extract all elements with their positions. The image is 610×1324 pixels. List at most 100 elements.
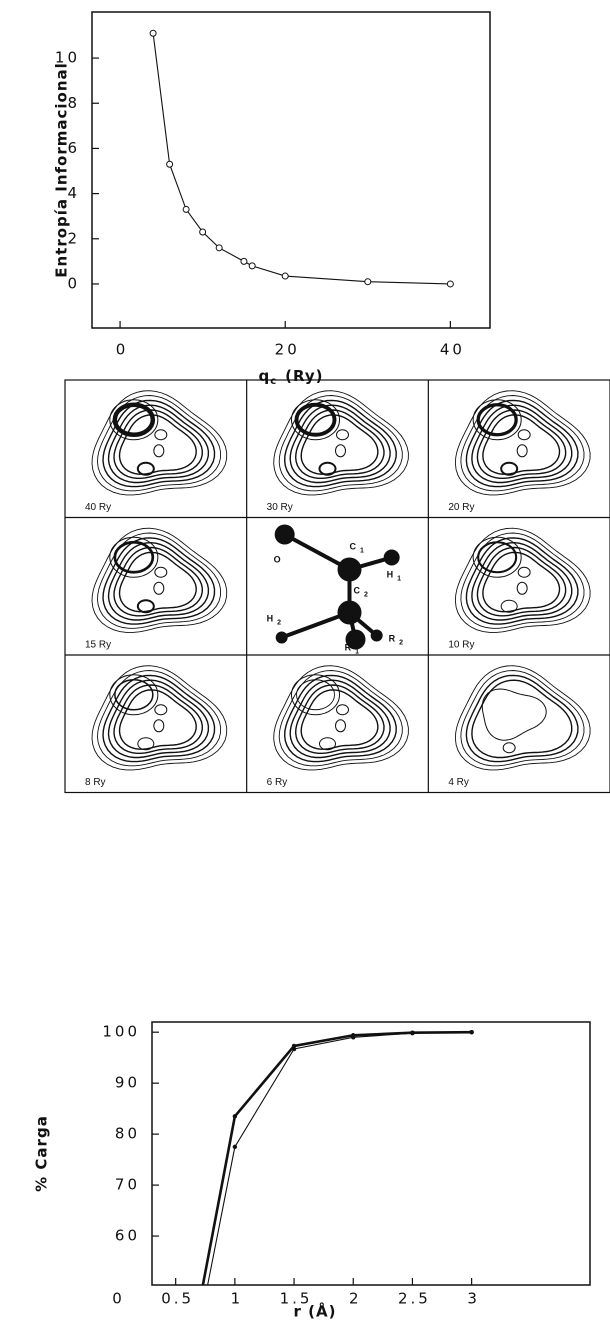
- atom-subscript: 2: [399, 639, 403, 646]
- contour-line: [476, 409, 567, 479]
- contour-panel: 40 Ry: [85, 390, 228, 513]
- plot-frame: [91, 11, 491, 329]
- y-tick-label: 0: [67, 274, 80, 292]
- y-tick-label: 100: [102, 1023, 140, 1041]
- atom-subscript: 1: [360, 547, 364, 554]
- contour-line: [460, 532, 585, 629]
- contour-line: [465, 399, 579, 488]
- contour-minor: [154, 566, 168, 578]
- x-axis-label: r (Å): [294, 1302, 337, 1321]
- atom-symbol: R: [345, 643, 352, 653]
- contour-line: [454, 527, 591, 633]
- contour-core: [113, 540, 155, 574]
- panel-label: 8 Ry: [85, 777, 106, 788]
- contour-panel: 15 Ry: [85, 527, 228, 651]
- data-point: [232, 1114, 238, 1119]
- x-tick-label: 0: [112, 1290, 125, 1308]
- bond: [283, 532, 351, 572]
- atom: [345, 629, 366, 650]
- contour-line: [460, 395, 585, 492]
- contour-minor: [136, 599, 155, 614]
- contour-line: [107, 541, 210, 621]
- contour-line: [294, 409, 385, 479]
- atom: [274, 524, 295, 545]
- x-tick-label: 0.5: [161, 1290, 194, 1308]
- atom-label: O: [274, 555, 281, 565]
- contour-line: [107, 679, 210, 759]
- data-point: [446, 280, 454, 288]
- contour-minor: [153, 444, 165, 458]
- x-tick-label: 0: [116, 341, 129, 359]
- panel-label: 4 Ry: [448, 777, 469, 788]
- contour-minor: [502, 742, 516, 754]
- contour-line: [97, 532, 222, 629]
- y-tick-label: 90: [115, 1074, 140, 1092]
- contour-core: [291, 399, 340, 441]
- data-point: [364, 278, 372, 286]
- panel-label: 15 Ry: [85, 640, 111, 651]
- data-point: [182, 205, 190, 213]
- contour-line: [102, 537, 216, 625]
- contour-minor: [336, 704, 349, 716]
- contour-minor: [500, 599, 518, 613]
- contour-line: [118, 551, 197, 613]
- plot-frame: [151, 1021, 591, 1286]
- contour-line: [113, 546, 204, 617]
- contour-line: [471, 679, 573, 759]
- x-tick-label: 2.5: [398, 1290, 431, 1308]
- data-point: [240, 257, 248, 265]
- contour-core: [114, 679, 154, 711]
- contour-line: [460, 670, 585, 767]
- contour-line: [300, 689, 379, 750]
- data-line: [207, 1031, 472, 1285]
- data-point: [166, 160, 174, 168]
- contour-panel: 30 Ry: [267, 390, 409, 513]
- y-axis-label: % Carga: [33, 1115, 51, 1192]
- contour-panel: 8 Ry: [85, 665, 228, 788]
- atom: [383, 549, 400, 566]
- contour-core: [472, 399, 522, 441]
- contour-minor: [319, 737, 336, 751]
- data-point: [199, 228, 207, 236]
- contour-minor: [335, 719, 346, 733]
- data-point: [410, 1031, 415, 1036]
- atom-symbol: O: [274, 555, 281, 565]
- contour-line: [91, 527, 228, 633]
- contour-line: [113, 684, 204, 754]
- contour-minor: [154, 429, 168, 441]
- y-tick-label: 60: [115, 1227, 140, 1245]
- x-tick-label: 3: [467, 1290, 480, 1308]
- contour-line: [289, 404, 391, 484]
- x-tick-label: 2: [349, 1290, 362, 1308]
- x-tick-label: 20: [275, 341, 300, 359]
- contour-line: [454, 665, 591, 771]
- atom-symbol: H: [387, 570, 394, 580]
- contour-minor: [500, 461, 519, 476]
- contour-line: [283, 674, 397, 763]
- atom: [337, 600, 362, 625]
- contour-line: [91, 390, 228, 496]
- atom: [337, 557, 362, 582]
- contour-line: [118, 689, 197, 750]
- x-label-unit: (Ry): [285, 367, 323, 385]
- contour-minor: [318, 461, 337, 476]
- contour-line: [273, 390, 409, 496]
- contour-core: [472, 536, 522, 578]
- contour-core: [296, 679, 335, 711]
- contour-core: [481, 688, 547, 741]
- atom-symbol: R: [389, 634, 396, 644]
- contour-core: [291, 674, 340, 716]
- panel-label: 20 Ry: [448, 502, 474, 513]
- atom-subscript: 1: [355, 648, 359, 655]
- atom-subscript: 2: [364, 591, 368, 598]
- contour-core: [294, 402, 337, 437]
- contour-line: [102, 674, 216, 763]
- contour-line: [289, 679, 391, 759]
- contour-line: [278, 395, 403, 492]
